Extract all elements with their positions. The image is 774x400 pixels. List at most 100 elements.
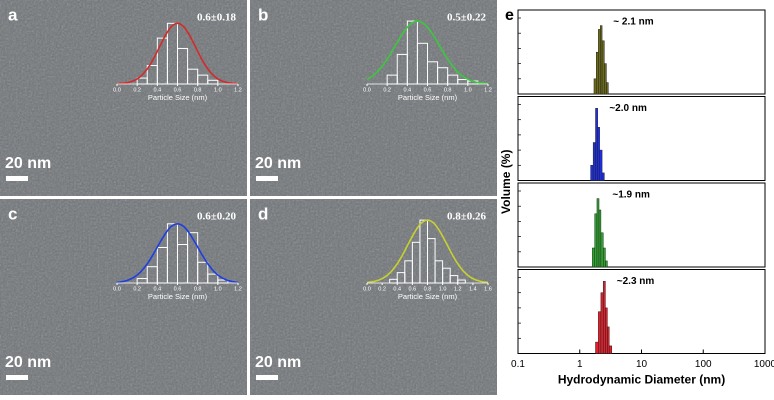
subplot-frame: [517, 9, 766, 95]
x-tick-label: 0.2: [133, 87, 141, 93]
x-tick-label: 0.6: [174, 286, 182, 292]
x-tick-label: 0.2: [383, 87, 391, 93]
tem-texture: [250, 0, 497, 196]
dls-bar: [592, 142, 596, 181]
fit-annotation: 0.8±0.26: [447, 211, 487, 223]
size-annotation: ~2.3 nm: [617, 276, 655, 287]
x-tick-label: 100: [695, 359, 712, 370]
x-axis-label: Particle Size (nm): [398, 93, 458, 102]
x-tick-label: 0.8: [194, 87, 202, 93]
dls-bar: [607, 326, 610, 354]
x-tick-label: 1.4: [469, 286, 477, 292]
tem-texture: [0, 0, 247, 196]
scale-bar-label: 20 nm: [5, 354, 51, 371]
x-tick-label: 0.0: [363, 87, 371, 93]
x-tick-label: 10: [636, 359, 648, 370]
x-axis-label: Particle Size (nm): [148, 292, 208, 301]
dls-bar: [598, 29, 601, 95]
scale-bar-label: 20 nm: [255, 354, 301, 371]
scale-bar-label: 20 nm: [255, 155, 301, 172]
x-tick-label: 0.0: [363, 286, 371, 292]
dls-bar: [590, 165, 594, 181]
tem-texture: [0, 199, 247, 395]
x-tick-label: 0.6: [174, 87, 182, 93]
panel-label: d: [258, 204, 268, 223]
x-tick-label: 1.6: [484, 286, 492, 292]
dls-bar: [602, 281, 606, 354]
x-tick-label: 1.0: [214, 87, 222, 93]
x-tick-label: 1.2: [234, 286, 242, 292]
tem-texture: [250, 199, 497, 395]
x-tick-label: 0.6: [409, 286, 417, 292]
dls-bar: [599, 149, 603, 181]
scale-bar-label: 20 nm: [5, 155, 51, 172]
dls-bar: [604, 63, 607, 95]
fit-curve: [366, 20, 489, 85]
x-tick-label: 1: [577, 359, 583, 370]
x-tick-label: 0.8: [194, 286, 202, 292]
fit-curve: [116, 22, 239, 85]
x-tick-label: 0.6: [424, 87, 432, 93]
scale-bar: [6, 176, 28, 181]
y-axis-label: Volume (%): [499, 150, 513, 214]
x-tick-label: 0.2: [133, 286, 141, 292]
fit-curve: [366, 219, 489, 284]
x-tick-label: 0.8: [424, 286, 432, 292]
dls-bar: [595, 341, 599, 354]
dls-bar: [596, 198, 600, 268]
dls-bar: [592, 247, 596, 268]
x-tick-label: 1.2: [454, 286, 462, 292]
x-tick-label: 0.4: [154, 87, 162, 93]
x-tick-label: 0.8: [444, 87, 452, 93]
x-tick-label: 0.2: [378, 286, 386, 292]
dls-bar: [594, 213, 598, 268]
fit-annotation: 0.5±0.22: [447, 12, 487, 24]
fit-annotation: 0.6±0.20: [197, 211, 237, 223]
dls-bar: [605, 260, 608, 268]
dls-bar: [598, 311, 602, 354]
x-axis-label: Hydrodynamic Diameter (nm): [558, 373, 725, 387]
x-tick-label: 1.0: [214, 286, 222, 292]
panel-label: a: [8, 5, 18, 24]
dls-bar: [600, 25, 603, 95]
dls-bar: [598, 209, 602, 268]
x-tick-label: 1.2: [234, 87, 242, 93]
size-annotation: ~1.9 nm: [612, 190, 650, 201]
x-tick-label: 0.4: [404, 87, 412, 93]
panel-label: c: [8, 204, 17, 223]
x-axis-label: Particle Size (nm): [398, 292, 458, 301]
subplot-frame: [517, 96, 766, 181]
size-annotation: ~2.0 nm: [609, 103, 647, 114]
x-tick-label: 0.1: [511, 359, 525, 370]
size-annotation: ~ 2.1 nm: [613, 17, 653, 28]
scale-bar: [6, 375, 28, 380]
dls-bar: [600, 232, 604, 268]
dls-bar: [595, 51, 599, 95]
x-tick-label: 0.0: [113, 87, 121, 93]
x-tick-label: 1.2: [484, 87, 492, 93]
fit-curve: [116, 222, 239, 284]
x-tick-label: 0.4: [393, 286, 401, 292]
x-tick-label: 1.0: [464, 87, 472, 93]
dls-bar: [602, 247, 606, 268]
x-tick-label: 1.0: [439, 286, 447, 292]
panel-label: b: [258, 5, 268, 24]
x-tick-label: 0.0: [113, 286, 121, 292]
fit-annotation: 0.6±0.18: [197, 12, 237, 24]
dls-bar: [597, 127, 600, 181]
subplot-frame: [517, 182, 766, 268]
dls-bar: [608, 345, 613, 354]
dls-bar: [606, 82, 609, 95]
x-tick-label: 1000: [754, 359, 774, 370]
panel-label: e: [505, 7, 514, 24]
scale-bar: [256, 375, 278, 380]
dls-bar: [600, 292, 604, 354]
dls-bar: [605, 307, 608, 354]
dls-bar: [593, 78, 597, 95]
dls-bar: [601, 172, 605, 181]
x-axis-label: Particle Size (nm): [148, 93, 208, 102]
dls-bar: [601, 40, 605, 95]
scale-bar: [256, 176, 278, 181]
dls-bar: [595, 108, 598, 181]
